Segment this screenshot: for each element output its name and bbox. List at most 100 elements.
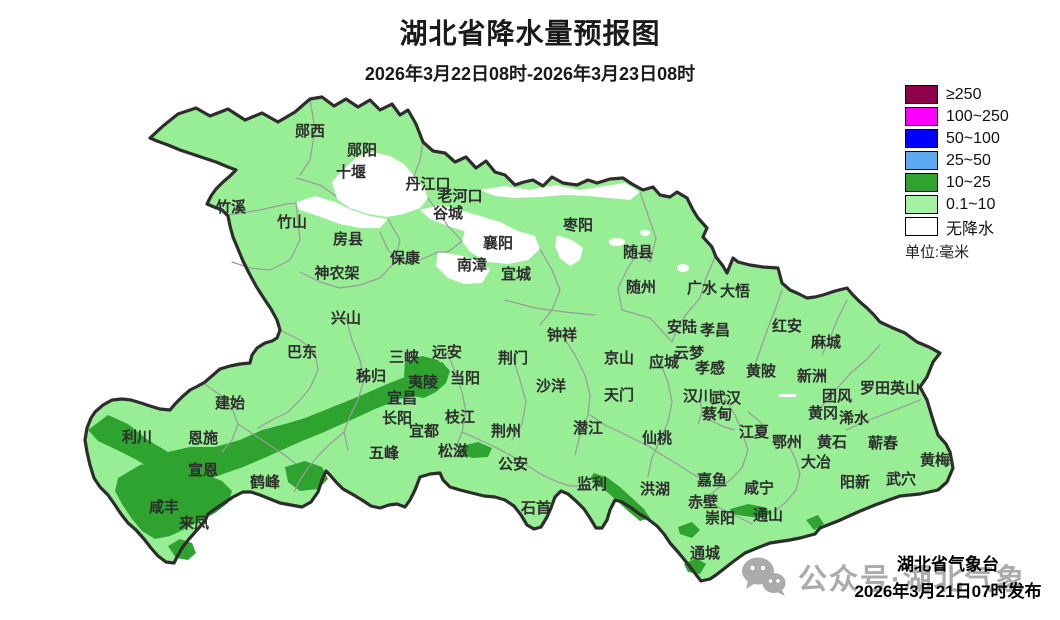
watermark: 公众号·湖北气象 — [740, 556, 1027, 598]
moderate-rain-area — [115, 461, 232, 539]
map-label: 丹江口 — [405, 175, 450, 193]
map-label: 黄冈 — [808, 404, 838, 422]
legend-swatch — [905, 129, 938, 148]
legend: ≥250 100~250 50~100 25~50 10~25 0.1~10 无降水 单位:… — [905, 84, 1009, 262]
map-label: 襄阳 — [482, 234, 513, 252]
legend-item: 25~50 — [905, 150, 1009, 171]
map-label: 通城 — [690, 544, 720, 562]
legend-item: 0.1~10 — [905, 194, 1009, 215]
map-label: 黄梅 — [920, 451, 950, 469]
map-label: 团风 — [822, 388, 852, 405]
moderate-rain-area — [730, 504, 772, 518]
legend-swatch — [905, 107, 938, 126]
map-label: 随县 — [623, 243, 653, 261]
map-label: 沙洋 — [536, 377, 566, 395]
no-rain-area — [480, 183, 640, 200]
map-label: 长阳 — [382, 409, 412, 427]
map-label: 武穴 — [886, 470, 916, 488]
map-label: 大悟 — [720, 282, 750, 300]
map-label: 黄石 — [817, 433, 847, 451]
wechat-icon — [742, 557, 786, 596]
legend-swatch — [905, 217, 938, 236]
map-label: 钟祥 — [547, 326, 577, 344]
legend-item: ≥250 — [905, 84, 1009, 105]
map-label: 江夏 — [739, 423, 770, 441]
moderate-rain-band — [88, 362, 450, 484]
map-label: 枝江 — [445, 408, 475, 426]
map-label: 鄂州 — [772, 434, 802, 451]
map-label: 英山 — [890, 379, 920, 397]
map-label: 恩施 — [188, 429, 218, 447]
map-label: 石首 — [520, 499, 551, 517]
map-label: 神农架 — [314, 264, 359, 282]
watermark-text: 公众号·湖北气象 — [798, 564, 1027, 596]
no-rain-area — [436, 252, 490, 284]
map-label: 三峡 — [389, 348, 420, 366]
map-label: 咸丰 — [149, 498, 179, 516]
no-rain-area — [640, 230, 650, 236]
lake-area — [779, 394, 796, 397]
map-label: 宣恩 — [188, 461, 218, 479]
legend-label: 10~25 — [946, 173, 991, 191]
map-label: 建始 — [215, 394, 245, 412]
no-rain-area — [295, 196, 388, 228]
moderate-rain-area — [806, 515, 824, 530]
forecast-period: 2026年3月22日08时-2026年3月23日08时 — [364, 64, 696, 84]
page-title: 湖北省降水量预报图 — [399, 18, 661, 49]
map-label: 荆门 — [498, 349, 528, 367]
map-label: 红安 — [772, 317, 802, 335]
map-label: 云梦 — [674, 344, 705, 362]
map-label: 保康 — [389, 249, 421, 267]
province-boundary — [83, 95, 955, 583]
map-label: 松滋 — [438, 442, 468, 460]
map-label: 谷城 — [433, 204, 463, 222]
moderate-rain-area — [460, 442, 492, 458]
map-label: 嘉鱼 — [696, 471, 727, 489]
moderate-rain-area — [684, 558, 706, 574]
legend-item: 无降水 — [905, 216, 1009, 238]
map-label: 仙桃 — [642, 429, 672, 447]
map-label: 竹溪 — [215, 198, 247, 216]
map-label: 巴东 — [287, 343, 317, 361]
map-label: 广水 — [687, 279, 718, 297]
map-label: 公安 — [498, 455, 528, 473]
map-label: 赤壁 — [688, 493, 718, 511]
map-label: 郧西 — [295, 123, 325, 140]
legend-label: 无降水 — [946, 220, 995, 238]
map-label: 南漳 — [457, 256, 487, 274]
agency-name: 湖北省气象台 — [897, 555, 999, 574]
moderate-rain-area — [404, 356, 448, 392]
map-label: 通山 — [753, 507, 783, 524]
map-label: 阳新 — [840, 473, 870, 491]
map-label: 洪湖 — [640, 481, 670, 498]
map-label: 黄陂 — [746, 362, 777, 380]
moderate-rain-area — [678, 522, 700, 538]
no-rain-area — [555, 235, 583, 266]
map-label: 孝昌 — [699, 322, 730, 339]
map-label: 当阳 — [450, 369, 480, 387]
legend-label: 100~250 — [946, 107, 1009, 125]
no-rain-area — [677, 264, 689, 272]
legend-label: ≥250 — [946, 85, 982, 103]
legend-swatch — [905, 85, 938, 104]
map-label: 竹山 — [276, 213, 307, 231]
map-label: 郧阳 — [347, 142, 377, 159]
map-label: 监利 — [577, 475, 607, 493]
map-label: 京山 — [604, 349, 634, 367]
map-labels: 郧西郧阳十堰丹江口老河口谷城 竹溪竹山房县保康神农架 南漳 襄阳宜城 枣阳随县随州 广水大… — [122, 123, 950, 562]
no-rain-area — [332, 152, 428, 217]
legend-item: 100~250 — [905, 106, 1009, 127]
map-label: 来凤 — [178, 514, 209, 532]
map-label: 蔡甸 — [701, 405, 732, 423]
map-label: 鹤峰 — [250, 473, 281, 491]
map-label: 房县 — [333, 230, 363, 248]
map-label: 五峰 — [369, 444, 400, 462]
map-label: 枣阳 — [562, 217, 593, 234]
map-label: 崇阳 — [705, 509, 735, 527]
map-label: 远安 — [432, 343, 462, 361]
legend-swatch — [905, 173, 938, 192]
map-label: 汉川 — [683, 387, 713, 405]
credits: 湖北省气象台 2026年3月21日07时发布 — [836, 550, 1060, 602]
legend-item: 50~100 — [905, 128, 1009, 149]
